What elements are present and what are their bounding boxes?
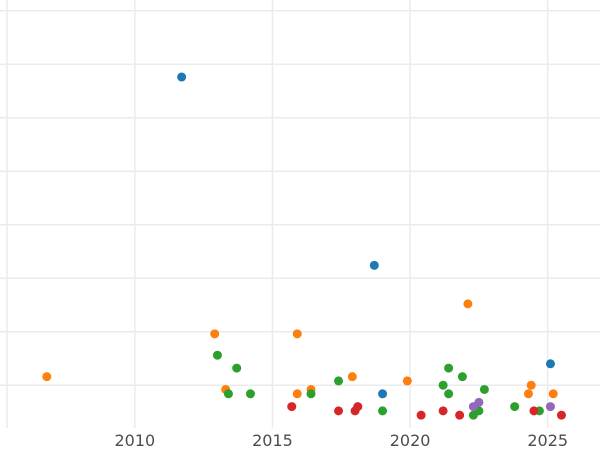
series-5 [468, 397, 555, 412]
series-2 [42, 299, 558, 399]
data-point [223, 389, 233, 399]
data-point [510, 402, 520, 412]
data-point [42, 372, 52, 382]
x-tick-label: 2010 [115, 431, 156, 450]
x-axis: 2010 2015 2020 2025 [115, 431, 569, 450]
data-point [545, 402, 555, 412]
data-point [523, 389, 533, 399]
data-point [306, 389, 316, 399]
data-point [245, 389, 255, 399]
data-point [438, 380, 448, 390]
data-point [369, 260, 379, 270]
series-3 [212, 350, 544, 420]
data-point [210, 329, 220, 339]
data-point [378, 406, 388, 416]
data-point [455, 410, 465, 420]
data-point [232, 363, 242, 373]
data-point [402, 376, 412, 386]
x-tick-label: 2020 [390, 431, 431, 450]
data-point [416, 410, 426, 420]
data-point [526, 380, 536, 390]
data-point [287, 402, 297, 412]
data-point [334, 406, 344, 416]
x-tick-label: 2025 [527, 431, 568, 450]
data-point [463, 299, 473, 309]
x-tick-label: 2015 [252, 431, 293, 450]
data-point [353, 402, 363, 412]
data-point [347, 372, 357, 382]
series-4 [287, 402, 566, 420]
data-point [529, 406, 539, 416]
data-points [42, 72, 566, 420]
data-point [548, 389, 558, 399]
data-point [457, 372, 467, 382]
data-point [444, 389, 454, 399]
data-point [292, 329, 302, 339]
data-point [444, 363, 454, 373]
data-point [474, 397, 484, 407]
series-1 [177, 72, 555, 399]
data-point [479, 384, 489, 394]
data-point [212, 350, 222, 360]
data-point [556, 410, 566, 420]
data-point [177, 72, 187, 82]
data-point [438, 406, 448, 416]
data-point [545, 359, 555, 369]
data-point [292, 389, 302, 399]
gridlines [0, 0, 600, 428]
data-point [378, 389, 388, 399]
data-point [334, 376, 344, 386]
